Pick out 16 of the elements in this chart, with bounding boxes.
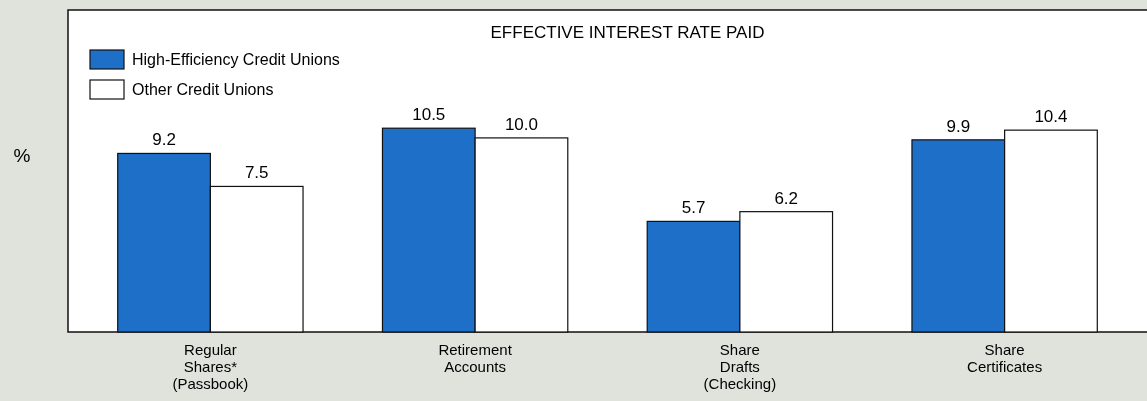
legend-label: Other Credit Unions (132, 81, 274, 98)
x-tick-label: Retirement Accounts (438, 341, 513, 375)
data-label: 6.2 (774, 188, 799, 208)
chart-title: EFFECTIVE INTEREST RATE PAID (490, 23, 765, 42)
x-tick-label: Share Drafts (Checking) (703, 341, 777, 392)
data-label: 10.5 (412, 105, 446, 125)
data-label: 5.7 (681, 198, 706, 218)
x-tick-label: Share Certificates (967, 341, 1043, 375)
x-tick-label: Regular Shares* (Passbook) (172, 341, 249, 392)
y-axis-title: % (13, 145, 31, 166)
data-label: 9.9 (946, 116, 971, 136)
data-label: 7.5 (244, 163, 269, 183)
data-label: 10.4 (1034, 107, 1068, 127)
data-label: 10.0 (504, 114, 538, 134)
data-label: 9.2 (152, 130, 176, 150)
legend-label: High-Efficiency Credit Unions (132, 51, 340, 68)
